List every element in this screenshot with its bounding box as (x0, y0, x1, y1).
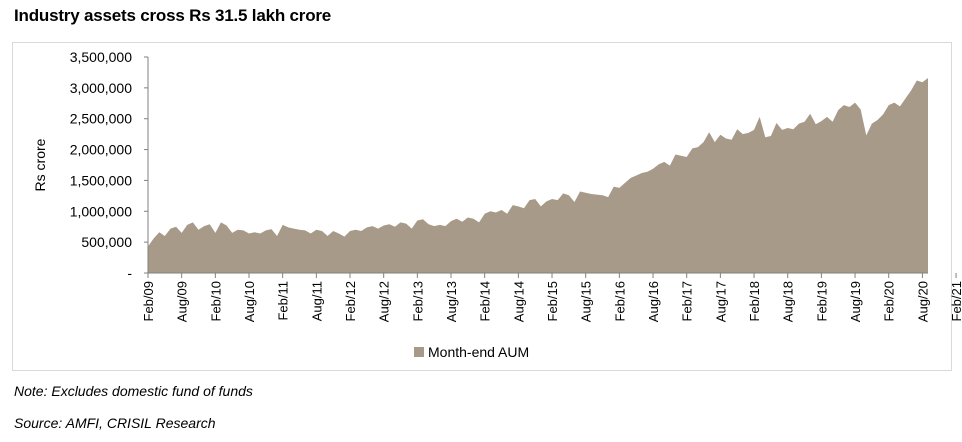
source-text: Source: AMFI, CRISIL Research (14, 415, 216, 431)
y-tick-label: 3,500,000 (70, 49, 132, 65)
x-tick-label: Aug/20 (915, 281, 930, 322)
x-tick-label: Feb/14 (478, 281, 493, 321)
y-tick-label: 2,500,000 (70, 111, 132, 127)
x-tick-label: Aug/11 (309, 281, 324, 321)
y-tick-label: 1,000,000 (70, 203, 132, 219)
y-tick-label: - (127, 265, 132, 281)
x-tick-label: Feb/12 (343, 281, 358, 321)
aum-area-series (148, 77, 928, 273)
x-tick-label: Feb/21 (949, 281, 962, 321)
x-tick-label: Aug/15 (579, 281, 594, 322)
legend-swatch (414, 347, 424, 357)
y-tick-label: 3,000,000 (70, 80, 132, 96)
x-tick-label: Feb/15 (545, 281, 560, 321)
x-tick-label: Feb/13 (410, 281, 425, 321)
x-tick-label: Feb/10 (208, 281, 223, 321)
x-tick-label: Aug/09 (175, 281, 190, 322)
x-tick-label: Feb/09 (141, 281, 156, 321)
x-tick-label: Aug/19 (848, 281, 863, 322)
x-tick-label: Aug/10 (242, 281, 257, 322)
y-axis-title: Rs crore (32, 138, 48, 191)
x-tick-label: Aug/16 (646, 281, 661, 322)
x-tick-label: Aug/18 (781, 281, 796, 322)
note-text: Note: Excludes domestic fund of funds (14, 383, 253, 399)
x-tick-label: Feb/11 (276, 281, 291, 321)
x-tick-label: Aug/17 (713, 281, 728, 322)
y-tick-label: 1,500,000 (70, 172, 132, 188)
x-tick-label: Aug/13 (444, 281, 459, 322)
y-tick-label: 2,000,000 (70, 142, 132, 158)
legend-label: Month-end AUM (428, 344, 529, 360)
x-tick-label: Feb/16 (612, 281, 627, 321)
x-tick-label: Aug/12 (377, 281, 392, 322)
y-tick-label: 500,000 (81, 234, 132, 250)
x-tick-label: Aug/14 (511, 281, 526, 322)
chart-title: Industry assets cross Rs 31.5 lakh crore (14, 6, 332, 25)
x-tick-label: Feb/18 (747, 281, 762, 321)
x-tick-label: Feb/17 (680, 281, 695, 321)
x-tick-label: Feb/20 (882, 281, 897, 321)
x-tick-label: Feb/19 (814, 281, 829, 321)
